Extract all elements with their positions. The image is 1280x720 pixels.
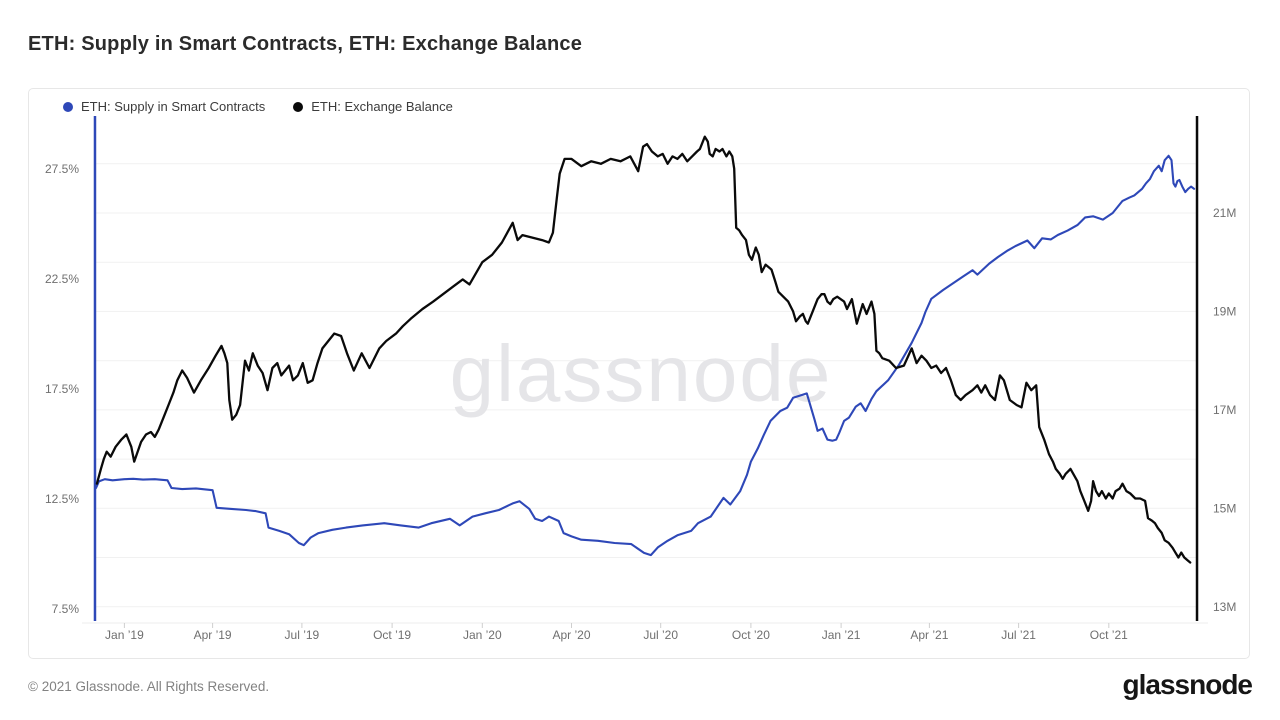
x-axis-label: Oct ’20 <box>732 628 770 642</box>
y-axis-label-left: 7.5% <box>52 602 80 616</box>
x-axis-label: Jan ’20 <box>463 628 502 642</box>
x-axis-label: Oct ’21 <box>1090 628 1128 642</box>
y-axis-label-right: 17M <box>1213 403 1236 417</box>
legend-dot-icon <box>293 101 304 112</box>
y-axis-label-right: 19M <box>1213 304 1236 318</box>
x-axis-label: Oct ’19 <box>373 628 411 642</box>
legend-label: ETH: Exchange Balance <box>311 99 453 114</box>
y-axis-label-right: 15M <box>1213 501 1236 515</box>
chart-legend: ETH: Supply in Smart Contracts ETH: Exch… <box>63 99 453 114</box>
y-axis-label-left: 17.5% <box>45 382 79 396</box>
legend-item-supply-in-smart-contracts[interactable]: ETH: Supply in Smart Contracts <box>63 99 265 114</box>
legend-item-exchange-balance[interactable]: ETH: Exchange Balance <box>293 99 453 114</box>
chart-card: ETH: Supply in Smart Contracts ETH: Exch… <box>28 88 1250 659</box>
series-line-exchange-balance <box>95 135 1192 564</box>
legend-dot-icon <box>63 101 73 112</box>
y-axis-label-left: 27.5% <box>45 162 79 176</box>
x-axis-label: Jul ’19 <box>285 628 320 642</box>
x-axis-label: Jan ’21 <box>822 628 861 642</box>
y-axis-label-left: 12.5% <box>45 492 79 506</box>
y-axis-label-left: 22.5% <box>45 272 79 286</box>
x-axis-label: Apr ’20 <box>552 628 590 642</box>
x-axis-label: Jan ’19 <box>105 628 144 642</box>
page-title: ETH: Supply in Smart Contracts, ETH: Exc… <box>28 33 583 55</box>
legend-label: ETH: Supply in Smart Contracts <box>81 99 266 114</box>
y-axis-label-right: 21M <box>1213 206 1236 220</box>
x-axis-label: Jul ’20 <box>643 628 678 642</box>
glassnode-logo: glassnode <box>1122 669 1253 700</box>
series-line-supply-in-smart-contracts <box>94 154 1196 557</box>
watermark-glassnode: glassnode <box>450 329 833 418</box>
x-axis-label: Apr ’19 <box>194 628 232 642</box>
chart-canvas[interactable]: glassnode 27.5% 22.5% 17.5% 12.5% 7.5% 21M 19M 1… <box>29 89 1249 658</box>
x-axis-label: Apr ’21 <box>910 628 948 642</box>
x-axis-label: Jul ’21 <box>1001 628 1036 642</box>
y-axis-label-right: 13M <box>1213 600 1236 614</box>
footer-copyright: © 2021 Glassnode. All Rights Reserved. <box>28 679 270 694</box>
